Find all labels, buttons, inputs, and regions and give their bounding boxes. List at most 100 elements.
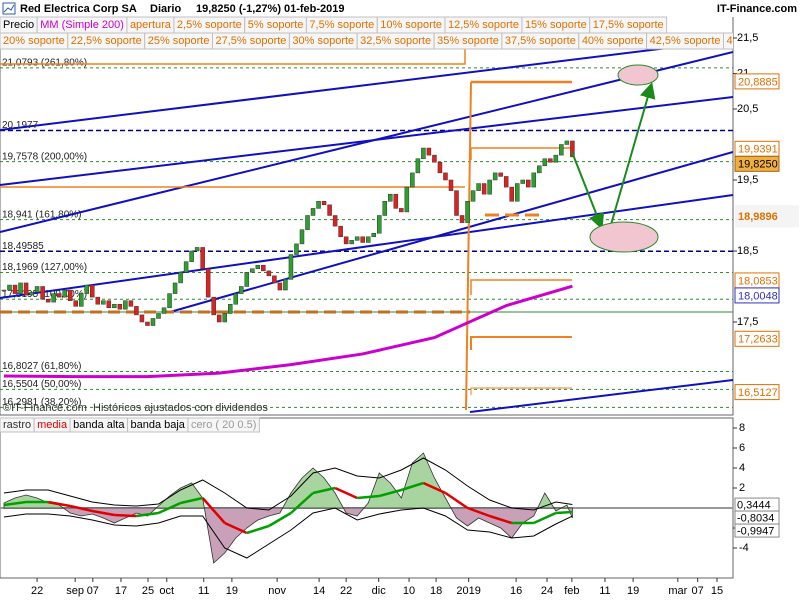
trend-line <box>0 194 733 299</box>
candle <box>509 186 514 202</box>
candle <box>283 279 288 291</box>
candle <box>95 296 101 305</box>
candle <box>233 293 239 305</box>
price-marker <box>735 205 799 228</box>
candle <box>178 272 183 284</box>
y-tick-label: -4 <box>739 542 749 554</box>
candle <box>548 158 553 163</box>
candle <box>250 268 255 273</box>
candle <box>227 303 233 314</box>
media-segment <box>357 494 380 500</box>
candle <box>531 172 537 188</box>
candle <box>465 201 470 223</box>
orange-lines <box>0 0 572 411</box>
y-tick-label: 2 <box>739 482 745 494</box>
candle <box>570 140 575 158</box>
legend-button-label[interactable]: banda alta <box>73 419 125 431</box>
candle <box>343 236 349 245</box>
price-marker-label: 16,5127 <box>738 387 778 399</box>
candle <box>161 307 167 314</box>
candle <box>294 243 299 255</box>
candle <box>128 300 134 307</box>
legend-item: apertura <box>130 19 172 31</box>
orange-line <box>465 81 472 411</box>
candle <box>12 284 18 294</box>
media-segment <box>180 496 203 505</box>
candle <box>145 321 150 326</box>
candle <box>117 303 123 310</box>
price-marker <box>734 73 780 90</box>
price-marker <box>734 287 780 304</box>
x-tick-label: sep <box>66 585 84 597</box>
oscillator-area <box>3 452 573 564</box>
level-label: 16,2981 (38,20%) <box>2 397 82 408</box>
candle <box>216 314 222 323</box>
candle <box>7 284 12 291</box>
candle <box>34 286 40 293</box>
candle <box>437 161 443 174</box>
candle <box>492 172 498 181</box>
legend-item: 17,5% soporte <box>593 19 664 31</box>
x-tick-label: 14 <box>313 585 325 597</box>
x-tick-label: nov <box>268 585 286 597</box>
y-tick-label: 20,5 <box>737 103 758 115</box>
x-tick-label: 15 <box>711 585 723 597</box>
x-tick-label: 2019 <box>456 585 480 597</box>
levels: 21,0793 (261,80%) 20,1977 19,7578 (200,00%… <box>0 57 733 408</box>
annotations: ©IT-Finance.com Históricos ajustados con… <box>3 64 659 414</box>
candle <box>183 261 189 273</box>
level-label: 18,1969 (127,00%) <box>2 262 87 273</box>
legend-button-label[interactable]: cero ( 20 0.5) <box>191 419 256 431</box>
orange-line <box>470 387 572 395</box>
legend-item: 42,5% soporte <box>650 35 721 47</box>
legend-button[interactable] <box>187 417 260 433</box>
arrow <box>571 151 605 230</box>
media-segment <box>69 504 93 513</box>
candle <box>239 286 244 294</box>
media-segment <box>378 488 402 498</box>
candle <box>388 193 393 202</box>
candle <box>106 300 112 309</box>
media-segment <box>400 481 424 492</box>
target-ellipse <box>589 221 659 253</box>
level-label: 20,1977 <box>2 120 39 131</box>
candle <box>410 172 415 188</box>
price-marker-label: 18,9896 <box>738 211 778 223</box>
legend-item: 15% soporte <box>525 19 587 31</box>
candle <box>542 158 548 167</box>
legend-button-label[interactable]: rastro <box>3 419 31 431</box>
candle <box>167 293 172 309</box>
x-tick-label: 11 <box>198 585 209 597</box>
candle <box>376 215 382 234</box>
legend-item: 12,5% soporte <box>448 19 519 31</box>
price-marker-label: -0,8034 <box>737 512 774 524</box>
trend-line <box>169 151 733 313</box>
media-segment <box>467 506 491 518</box>
y-tick-label: 21,5 <box>737 32 758 44</box>
candle <box>354 236 360 241</box>
media-segment <box>290 492 314 514</box>
x-tick-label: 07 <box>87 585 99 597</box>
candle <box>56 293 62 298</box>
candle <box>327 204 332 216</box>
candle <box>481 183 487 195</box>
media-segment <box>533 511 557 525</box>
candle <box>305 215 310 230</box>
price-marker-label: 18,0853 <box>738 275 778 287</box>
trend-lines <box>0 39 733 413</box>
candle <box>261 264 266 272</box>
candle <box>51 293 56 303</box>
legend-item: 27,5% soporte <box>215 35 286 47</box>
legend-button-label[interactable]: banda baja <box>130 419 185 431</box>
legend-button-label[interactable]: media <box>37 419 68 431</box>
price-marker <box>734 384 780 401</box>
candle <box>299 229 305 245</box>
media-segment <box>422 481 446 495</box>
legend-item: 47 <box>794 35 800 47</box>
title-bar <box>0 0 800 17</box>
x-tick-label: 16 <box>510 585 522 597</box>
media-segment <box>555 510 573 515</box>
band-line <box>3 507 573 559</box>
candle <box>526 179 531 188</box>
candle <box>520 179 525 184</box>
